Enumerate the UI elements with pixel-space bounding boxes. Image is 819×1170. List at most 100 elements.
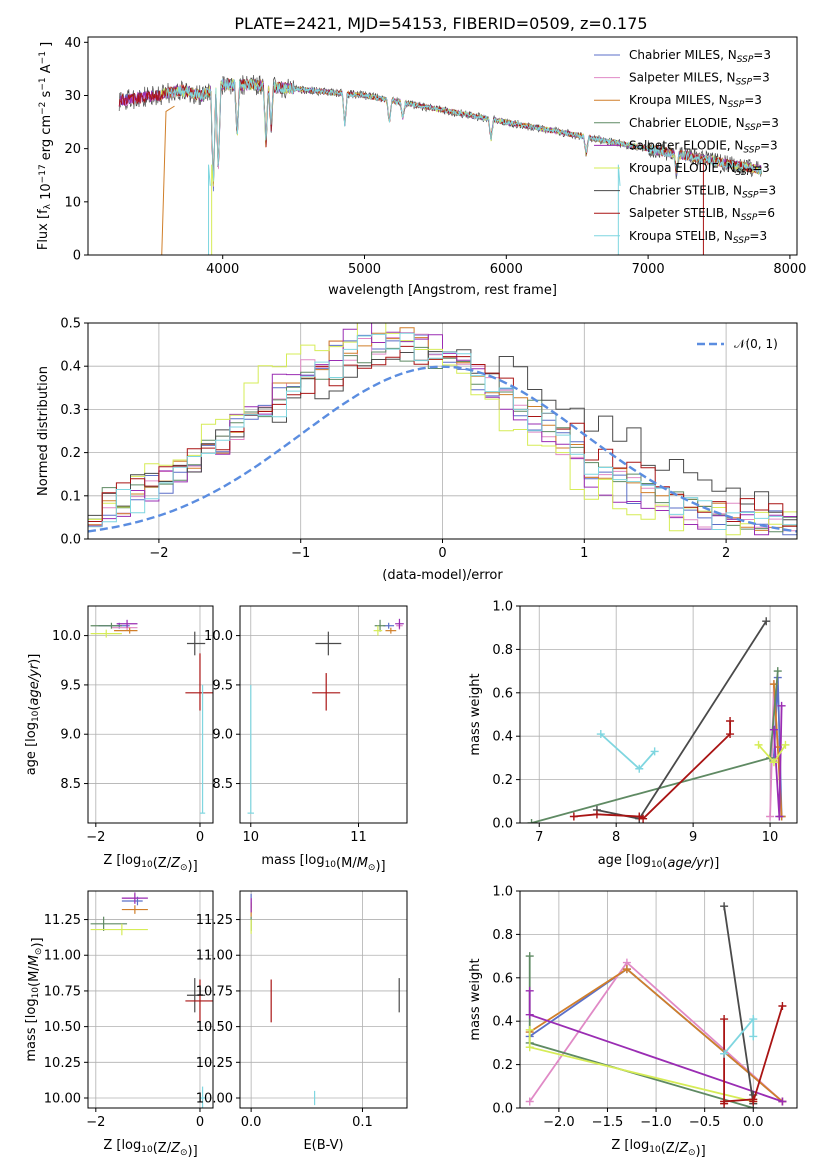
y-tick-label: 9.5 bbox=[60, 678, 81, 693]
weight-marker-8 bbox=[720, 1015, 729, 1024]
y-tick-label: 0.4 bbox=[492, 730, 513, 745]
weight-marker-9 bbox=[749, 1032, 758, 1041]
weight-vs-age-lines bbox=[527, 617, 790, 823]
x-tick-label: −2.0 bbox=[543, 1115, 575, 1130]
y-tick-label: 11.25 bbox=[44, 913, 81, 928]
y-tick-label: 0.2 bbox=[492, 1058, 513, 1073]
weight-marker-4 bbox=[527, 819, 536, 823]
legend-label-2: Salpeter MILES, NSSP=3 bbox=[629, 71, 770, 88]
y-tick-label: 0.6 bbox=[492, 971, 513, 986]
weight-vs-age-ylabel: mass weight bbox=[468, 673, 483, 755]
y-tick-label: 8.5 bbox=[212, 777, 233, 792]
weight-line-9 bbox=[600, 733, 656, 771]
legend-label-1: Chabrier MILES, NSSP=3 bbox=[629, 48, 771, 65]
y-tick-label: 10.75 bbox=[196, 984, 233, 999]
weight-marker-4 bbox=[773, 667, 782, 676]
residual-histograms bbox=[88, 323, 797, 536]
mass-vs-EBV-plot: 0.0 0.1 10.00 10.25 10.50 10.75 11.00 11.25 E(B-… bbox=[196, 890, 408, 1153]
x-tick-label: 1 bbox=[580, 546, 588, 561]
weight-line-4 bbox=[531, 671, 779, 823]
weight-vs-Z-lines bbox=[525, 902, 787, 1108]
residual-ylabel: Normed distribution bbox=[36, 366, 51, 496]
x-tick-label: −2 bbox=[149, 546, 168, 561]
x-tick-label: −2 bbox=[86, 830, 105, 845]
weight-vs-age-frame bbox=[519, 605, 798, 824]
histogram-9 bbox=[88, 332, 797, 530]
y-tick-label: 10.00 bbox=[44, 1092, 81, 1107]
age-vs-Z-plot: −2 0 8.5 9.0 9.5 10.0 Z [log10(Z/Z⊙)] age [log1… bbox=[24, 605, 214, 874]
y-tick-label: 10.0 bbox=[204, 629, 233, 644]
y-tick-label: 0.3 bbox=[60, 403, 81, 418]
weight-marker-8 bbox=[639, 814, 648, 823]
y-tick-label: 0 bbox=[73, 249, 81, 264]
weight-vs-Z-ylabel: mass weight bbox=[468, 958, 483, 1040]
y-tick-label: 0.1 bbox=[60, 489, 81, 504]
y-tick-label: 9.0 bbox=[212, 728, 233, 743]
y-tick-label: 11.00 bbox=[44, 949, 81, 964]
spectrum-spike bbox=[211, 164, 214, 255]
weight-marker-8 bbox=[720, 1097, 729, 1106]
x-tick-label: 0 bbox=[196, 830, 204, 845]
spectrum-edge-drop bbox=[157, 105, 175, 255]
y-tick-label: 0.0 bbox=[60, 533, 81, 548]
age-vs-mass-frame bbox=[239, 605, 408, 824]
x-tick-label: 10 bbox=[243, 830, 260, 845]
weight-vs-age-xlabel: age [log10(age/yr)] bbox=[598, 853, 720, 871]
figure-title: PLATE=2421, MJD=54153, FIBERID=0509, z=0… bbox=[234, 14, 647, 33]
x-tick-label: 0.0 bbox=[743, 1115, 764, 1130]
weight-marker-3 bbox=[622, 965, 631, 974]
weight-marker-5 bbox=[769, 725, 778, 734]
weight-marker-5 bbox=[525, 986, 534, 995]
y-tick-label: 10.0 bbox=[52, 629, 81, 644]
age-vs-Z-xlabel: Z [log10(Z/Z⊙)] bbox=[103, 853, 197, 874]
weight-marker-5 bbox=[778, 1097, 787, 1106]
x-tick-label: −1.0 bbox=[640, 1115, 672, 1130]
spectrum-lines bbox=[118, 74, 762, 255]
y-tick-label: 1.0 bbox=[492, 600, 513, 615]
spectrum-line-9 bbox=[165, 78, 762, 182]
y-tick-label: 40 bbox=[64, 36, 81, 51]
spectrum-legend: Chabrier MILES, NSSP=3 Salpeter MILES, NS… bbox=[594, 48, 779, 246]
age-vs-Z-ylabel: age [log10(age/yr)] bbox=[24, 654, 42, 776]
mass-vs-Z-frame bbox=[87, 890, 214, 1109]
y-tick-label: 8.5 bbox=[60, 777, 81, 792]
weight-vs-Z-frame bbox=[519, 890, 798, 1109]
spectrum-frame bbox=[87, 36, 798, 256]
x-tick-label: 8000 bbox=[773, 262, 806, 277]
legend-label-9: Kroupa STELIB, NSSP=3 bbox=[629, 229, 767, 246]
y-tick-label: 0.8 bbox=[492, 928, 513, 943]
spectrum-ylabel: Flux [fλ 10−17 erg cm−2 s−1 A−1 ] bbox=[36, 42, 54, 250]
legend-label-5: Salpeter ELODIE, NSSP=3 bbox=[629, 138, 778, 155]
weight-marker-7 bbox=[720, 902, 729, 911]
normal-legend-label: 𝒩(0, 1) bbox=[734, 337, 778, 351]
weight-marker-8 bbox=[569, 812, 578, 821]
y-tick-label: 30 bbox=[64, 89, 81, 104]
y-tick-label: 10 bbox=[64, 195, 81, 210]
weight-line-8 bbox=[573, 721, 731, 820]
y-tick-label: 10.00 bbox=[196, 1092, 233, 1107]
x-tick-label: 0 bbox=[438, 546, 446, 561]
mass-vs-Z-ylabel: mass [log10(M/M⊙)] bbox=[24, 937, 45, 1061]
weight-marker-8 bbox=[726, 717, 735, 726]
x-tick-label: 7000 bbox=[632, 262, 665, 277]
weight-vs-age-plot: 7 8 9 10 0.0 0.2 0.4 0.6 0.8 1.0 age [log10(age/yr… bbox=[468, 600, 798, 871]
weight-marker-8 bbox=[749, 1097, 758, 1106]
weight-marker-8 bbox=[592, 810, 601, 819]
x-tick-label: 0.0 bbox=[241, 1115, 262, 1130]
y-tick-label: 10.25 bbox=[196, 1056, 233, 1071]
weight-marker-9 bbox=[650, 747, 659, 756]
y-tick-label: 10.75 bbox=[44, 984, 81, 999]
age-vs-mass-points bbox=[247, 618, 404, 814]
weight-marker-8 bbox=[726, 730, 735, 739]
weight-marker-2 bbox=[525, 1097, 534, 1106]
weight-marker-5 bbox=[777, 701, 786, 710]
normal-curve bbox=[88, 365, 797, 533]
weight-line-8 bbox=[723, 1005, 784, 1104]
x-tick-label: 9 bbox=[689, 830, 697, 845]
mass-vs-EBV-points bbox=[250, 893, 400, 1106]
x-tick-label: −0.5 bbox=[689, 1115, 721, 1130]
legend-label-4: Chabrier ELODIE, NSSP=3 bbox=[629, 116, 779, 133]
mass-vs-EBV-frame bbox=[239, 890, 408, 1109]
weight-line-7 bbox=[596, 620, 767, 820]
